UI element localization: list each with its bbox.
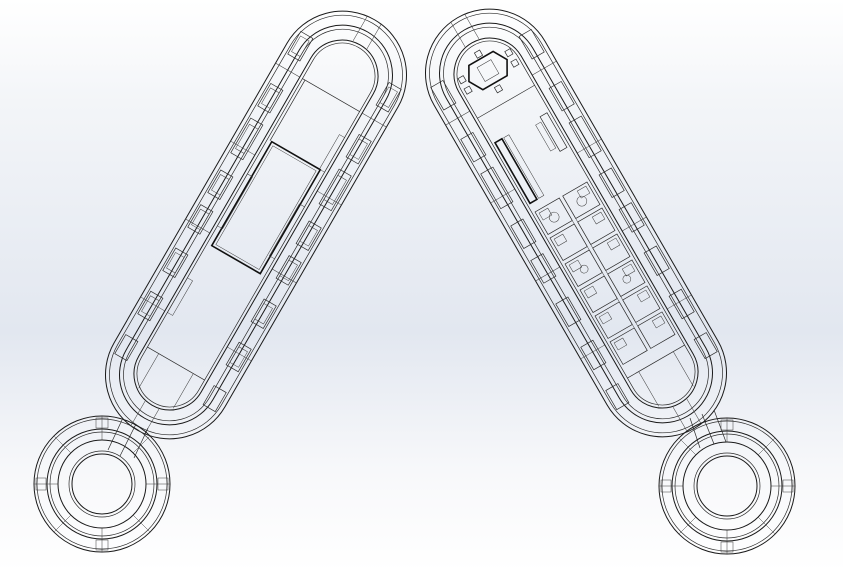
left-capsule-module[interactable] [82,0,430,462]
galley-counter[interactable] [493,137,539,205]
conference-table[interactable] [451,37,526,107]
crew-cabins[interactable] [534,181,676,365]
left-floor-panel[interactable] [210,140,322,275]
right-connector [689,409,727,449]
left-connector [107,419,149,459]
left-ring-hub[interactable] [33,415,171,553]
right-capsule-module[interactable] [402,0,750,460]
right-ring-hub[interactable] [658,417,796,555]
